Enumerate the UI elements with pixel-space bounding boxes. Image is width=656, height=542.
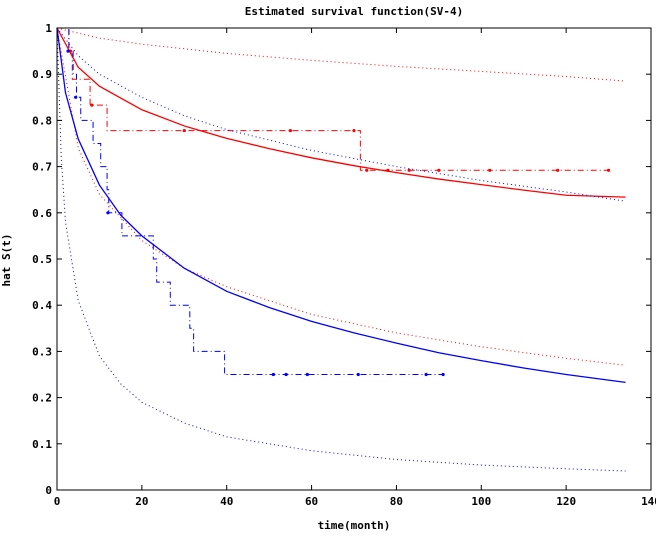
km-step-line <box>57 27 448 375</box>
series-4 <box>57 27 448 377</box>
confidence-band <box>56 27 626 366</box>
y-tick-label: 0.2 <box>32 392 52 405</box>
y-tick-label: 0.8 <box>32 114 52 127</box>
censor-mark <box>606 168 611 172</box>
x-tick-label: 140 <box>641 495 656 508</box>
censor-mark <box>305 372 309 377</box>
series-1 <box>56 27 626 198</box>
censor-mark <box>488 168 492 172</box>
censor-mark <box>66 49 70 53</box>
x-tick-label: 20 <box>135 495 148 508</box>
x-tick-label: 80 <box>390 495 403 508</box>
x-tick-label: 0 <box>54 495 61 508</box>
series-3 <box>56 27 626 366</box>
y-tick-label: 0.6 <box>32 207 52 220</box>
censor-mark <box>288 128 292 133</box>
confidence-band <box>56 27 626 82</box>
censor-mark <box>271 372 275 377</box>
series-2 <box>56 27 626 82</box>
x-axis-title: time(month) <box>318 519 391 532</box>
y-tick-label: 0.7 <box>32 161 52 174</box>
censor-mark <box>556 168 560 172</box>
fitted-curve <box>56 27 626 198</box>
censor-mark <box>437 168 441 172</box>
y-tick-label: 0 <box>45 484 52 497</box>
y-tick-label: 1 <box>45 22 52 35</box>
y-tick-label: 0.4 <box>32 299 52 312</box>
censor-mark <box>424 372 428 377</box>
y-axis-title: hat S(t) <box>0 234 13 287</box>
censor-mark <box>106 211 110 215</box>
plot-area <box>56 27 626 472</box>
y-tick-label: 0.5 <box>32 253 52 266</box>
x-tick-label: 60 <box>305 495 318 508</box>
censor-mark <box>441 372 445 377</box>
censor-mark <box>407 168 411 172</box>
y-tick-label: 0.1 <box>32 438 52 451</box>
fitted-curve <box>56 27 626 383</box>
censor-mark <box>284 372 288 377</box>
censor-mark <box>74 95 78 99</box>
y-tick-label: 0.9 <box>32 68 52 81</box>
censor-mark <box>352 128 356 133</box>
series-0 <box>57 27 611 172</box>
x-tick-label: 120 <box>556 495 576 508</box>
x-tick-label: 40 <box>220 495 233 508</box>
chart-title: Estimated survival function(SV-4) <box>245 5 464 18</box>
y-tick-label: 0.3 <box>32 345 52 358</box>
censor-mark <box>90 103 94 107</box>
censor-mark <box>182 128 186 133</box>
axis-ticks: 0 20 40 60 80 100 120 140 0 0.1 0.2 0.3 0.4 0.5 0.6 0.7… <box>32 22 656 508</box>
series-5 <box>56 27 626 383</box>
x-tick-label: 100 <box>471 495 491 508</box>
censor-mark <box>356 372 360 377</box>
km-step-line <box>57 27 609 171</box>
censor-mark <box>365 168 369 172</box>
